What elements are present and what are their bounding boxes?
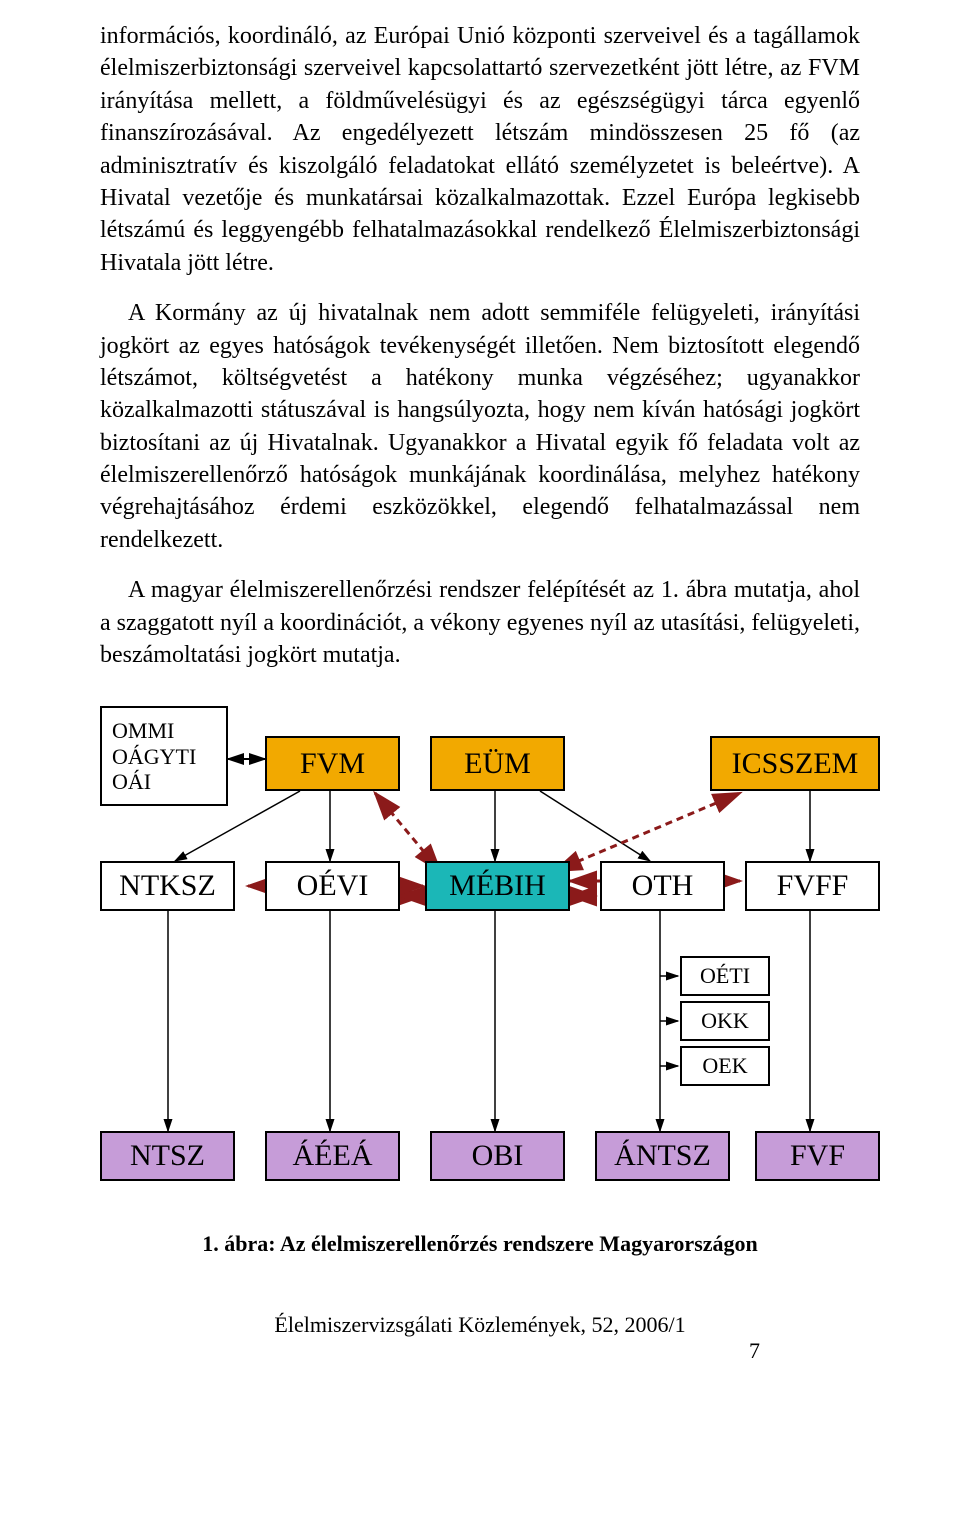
node-oevi: OÉVI [265,861,400,911]
node-oeti: OÉTI [680,956,770,996]
node-antsz: ÁNTSZ [595,1131,730,1181]
figure-caption: 1. ábra: Az élelmiszerellenőrzés rendsze… [100,1231,860,1257]
node-ntksz: NTKSZ [100,861,235,911]
node-oth: OTH [600,861,725,911]
node-aeea: ÁÉEÁ [265,1131,400,1181]
node-fvff: FVFF [745,861,880,911]
node-mebih: MÉBIH [425,861,570,911]
org-chart: OMMI OÁGYTI OÁI FVM EÜM ICSSZEM NTKSZ OÉ… [100,701,880,1206]
node-fvm: FVM [265,736,400,791]
node-fvf: FVF [755,1131,880,1181]
paragraph-3: A magyar élelmiszerellenőrzési rendszer … [100,574,860,671]
node-eum: EÜM [430,736,565,791]
node-ntsz: NTSZ [100,1131,235,1181]
node-oek: OEK [680,1046,770,1086]
journal-footer: Élelmiszervizsgálati Közlemények, 52, 20… [100,1312,860,1338]
node-okk: OKK [680,1001,770,1041]
node-obi: OBI [430,1131,565,1181]
node-icsszem: ICSSZEM [710,736,880,791]
node-ommi-group: OMMI OÁGYTI OÁI [100,706,228,806]
page-number: 7 [749,1338,760,1364]
paragraph-2: A Kormány az új hivatalnak nem adott sem… [100,297,860,556]
paragraph-1: információs, koordináló, az Európai Unió… [100,20,860,279]
